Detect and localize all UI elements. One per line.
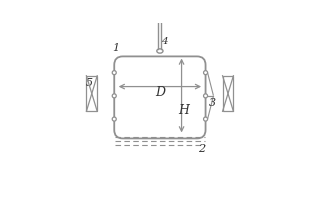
Text: 2: 2 xyxy=(198,143,205,153)
Text: 1: 1 xyxy=(112,43,119,53)
Circle shape xyxy=(112,117,116,121)
Bar xyxy=(86,76,97,112)
Circle shape xyxy=(203,117,207,121)
Circle shape xyxy=(112,94,116,98)
Circle shape xyxy=(203,71,207,75)
Text: D: D xyxy=(155,85,165,98)
Ellipse shape xyxy=(157,50,163,54)
Text: H: H xyxy=(178,103,189,116)
Bar xyxy=(222,76,233,112)
Circle shape xyxy=(112,71,116,75)
Text: 4: 4 xyxy=(161,37,168,46)
Circle shape xyxy=(203,94,207,98)
Text: 3: 3 xyxy=(209,98,216,108)
Text: 5: 5 xyxy=(86,78,93,87)
